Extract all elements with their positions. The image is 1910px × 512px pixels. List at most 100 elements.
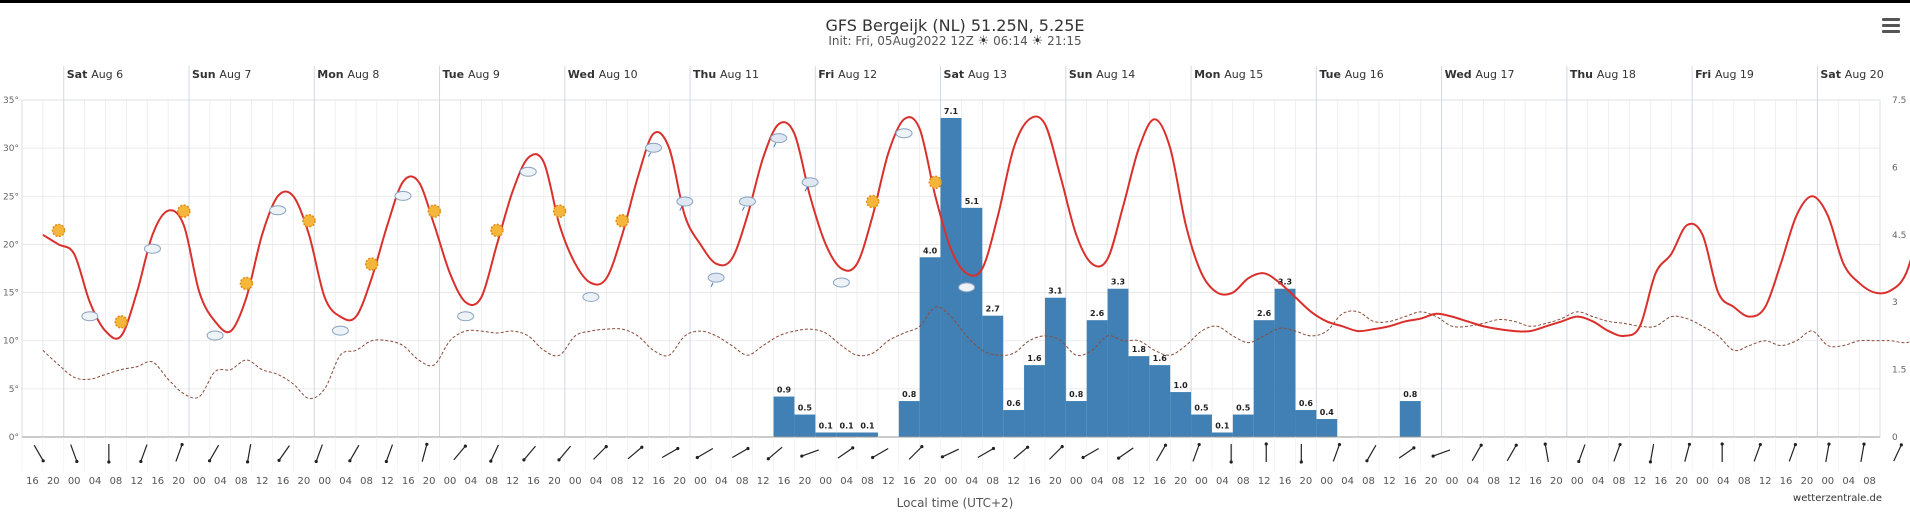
wind-arrow xyxy=(1578,444,1586,462)
hour-tick: 08 xyxy=(1738,476,1751,487)
wind-arrow xyxy=(1432,449,1451,457)
precip-bar xyxy=(1295,410,1317,437)
wind-arrow xyxy=(453,445,466,461)
precip-bar xyxy=(898,401,920,437)
wind-arrow-head xyxy=(1862,442,1866,446)
hour-tick: 12 xyxy=(506,476,519,487)
hour-tick: 04 xyxy=(1091,476,1104,487)
y-tick-right: 1.5 xyxy=(1892,366,1906,376)
hour-tick: 20 xyxy=(924,476,937,487)
precip-bar xyxy=(773,396,795,437)
wind-arrow-head xyxy=(1648,460,1653,464)
day-date: Aug 10 xyxy=(599,68,638,81)
rain-drop-icon xyxy=(679,206,683,211)
precip-label: 1.8 xyxy=(1132,345,1147,354)
hour-tick: 16 xyxy=(1529,476,1542,487)
precip-bar xyxy=(1316,419,1338,437)
hour-tick: 04 xyxy=(464,476,477,487)
day-name: Wed xyxy=(1445,68,1476,81)
wind-arrow-head xyxy=(1687,442,1692,446)
credit-text[interactable]: wetterzentrale.de xyxy=(1793,493,1882,504)
hour-tick: 20 xyxy=(423,476,436,487)
wind-arrow xyxy=(1613,444,1621,462)
day-label: Thu Aug 18 xyxy=(1570,68,1636,81)
y-tick-right: 3 xyxy=(1892,298,1898,308)
y-tick-right: 7.5 xyxy=(1892,96,1906,106)
hour-tick: 20 xyxy=(47,476,60,487)
wind-arrow xyxy=(1544,444,1549,462)
cloud-icon xyxy=(269,205,287,216)
hour-tick: 08 xyxy=(1613,476,1626,487)
hour-tick: 16 xyxy=(527,476,540,487)
precip-bar xyxy=(1065,401,1087,437)
hour-tick: 00 xyxy=(569,476,582,487)
wind-arrow-head xyxy=(800,454,804,458)
wind-arrow xyxy=(1684,444,1691,462)
hour-tick: 20 xyxy=(1300,476,1313,487)
sunset-icon: ☀ xyxy=(1031,34,1044,49)
sun-icon xyxy=(302,214,316,228)
day-label: Sat Aug 13 xyxy=(944,68,1007,81)
wind-arrow xyxy=(1860,444,1865,462)
wind-arrow-head xyxy=(766,457,770,461)
wind-arrow-head xyxy=(1899,443,1903,447)
hour-tick: 04 xyxy=(1341,476,1354,487)
y-tick-left: 15° xyxy=(3,289,19,299)
hamburger-menu-icon[interactable] xyxy=(1882,18,1900,34)
hour-tick: 04 xyxy=(590,476,603,487)
day-name: Mon xyxy=(317,68,347,81)
cloud-icon xyxy=(457,311,475,322)
hour-tick: 04 xyxy=(1467,476,1480,487)
chart-subtitle: Init: Fri, 05Aug2022 12Z ☀ 06:14 ☀ 21:15 xyxy=(0,34,1910,49)
x-axis-title: Local time (UTC+2) xyxy=(896,496,1014,510)
precip-label: 3.3 xyxy=(1111,278,1125,287)
wind-arrow-head xyxy=(348,459,352,463)
day-name: Sat xyxy=(67,68,91,81)
chart-title: GFS Bergeijk (NL) 51.25N, 5.25E xyxy=(825,16,1085,35)
wind-arrow-head xyxy=(1720,442,1724,446)
hour-tick: 20 xyxy=(172,476,185,487)
wind-arrow-head xyxy=(746,446,750,451)
hour-tick: 16 xyxy=(1404,476,1417,487)
hour-tick: 12 xyxy=(882,476,895,487)
wind-arrow-head xyxy=(557,458,561,462)
sun-icon xyxy=(490,223,504,238)
day-name: Fri xyxy=(1695,68,1715,81)
day-name: Sat xyxy=(1820,68,1844,81)
hour-tick: 16 xyxy=(151,476,164,487)
hour-tick: 00 xyxy=(1571,476,1584,487)
sun-icon xyxy=(615,214,629,228)
wind-arrow-head xyxy=(676,446,680,451)
sun-icon xyxy=(552,204,567,218)
day-label: Sun Aug 14 xyxy=(1069,68,1135,81)
hour-tick: 00 xyxy=(193,476,206,487)
wind-arrow-head xyxy=(277,458,281,462)
hour-tick: 00 xyxy=(1696,476,1709,487)
hour-tick: 08 xyxy=(1362,476,1375,487)
hour-tick: 00 xyxy=(68,476,81,487)
day-name: Tue xyxy=(443,68,468,81)
day-name: Tue xyxy=(1319,68,1344,81)
sun-icon xyxy=(114,315,128,329)
wind-arrow-head xyxy=(522,458,526,462)
cloud-rain-icon xyxy=(738,196,756,207)
precip-bar xyxy=(857,432,878,437)
hour-tick: 04 xyxy=(1717,476,1730,487)
hour-tick: 00 xyxy=(1821,476,1834,487)
wind-arrow-head xyxy=(207,459,212,463)
wind-arrow-head xyxy=(1543,442,1547,446)
wind-arrow-head xyxy=(1758,442,1762,447)
wind-arrow xyxy=(696,447,714,459)
cloud-rain-icon xyxy=(801,177,819,188)
day-name: Thu xyxy=(693,68,720,81)
wind-arrow-head xyxy=(1163,443,1168,447)
precip-bar xyxy=(1149,365,1171,437)
init-time: Init: Fri, 05Aug2022 12Z xyxy=(828,34,974,48)
sun-icon xyxy=(865,194,880,209)
sun-icon xyxy=(51,223,66,238)
precip-bar xyxy=(1253,320,1275,437)
wind-arrow xyxy=(490,444,499,462)
y-tick-right: 6 xyxy=(1892,163,1898,173)
precip-label: 0.4 xyxy=(1320,408,1335,417)
